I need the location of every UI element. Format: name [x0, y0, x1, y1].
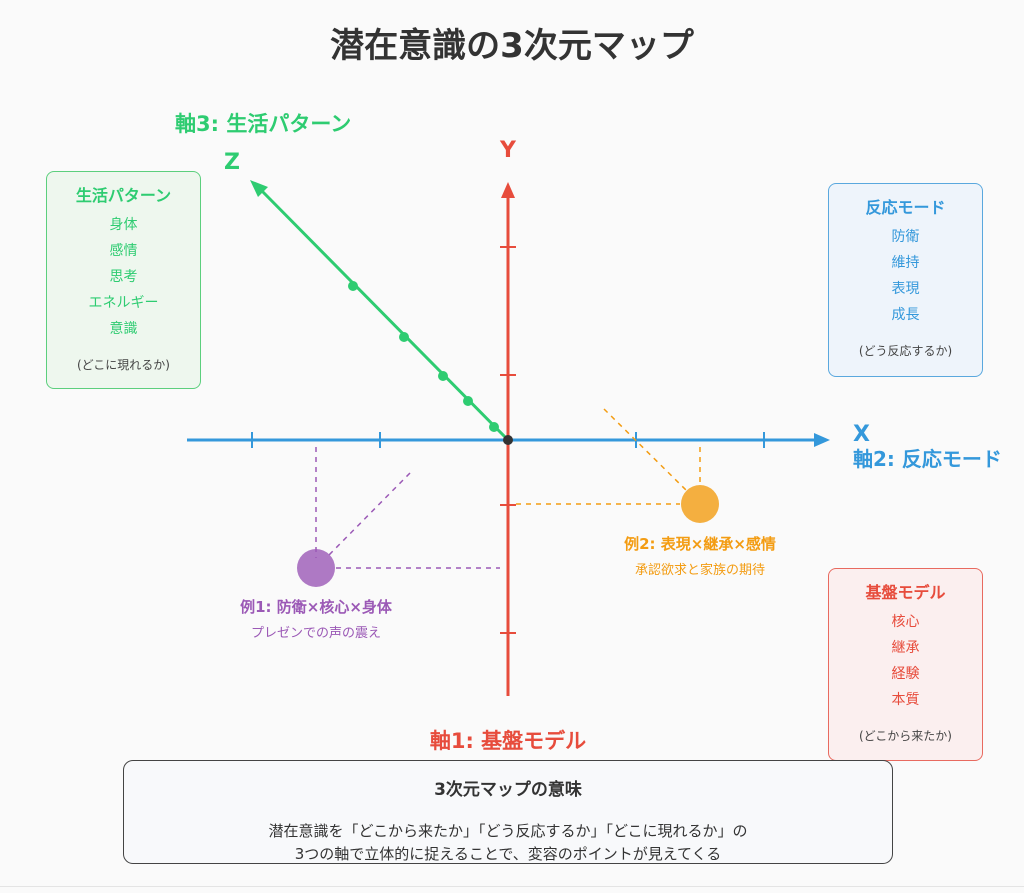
example-2-label: 例2: 表現×継承×感情	[624, 535, 776, 553]
base-model-item: 本質	[891, 692, 920, 708]
life-pattern-item: 意識	[109, 321, 138, 337]
base-model-item: 核心	[891, 614, 920, 630]
life-pattern-item: 思考	[109, 269, 138, 285]
y-axis: Y 軸1: 基盤モデル	[430, 138, 586, 753]
x-axis-letter: X	[853, 422, 870, 447]
example-2-sublabel: 承認欲求と家族の期待	[635, 562, 765, 578]
life-pattern-item: 身体	[109, 217, 138, 233]
z-axis-point	[399, 332, 409, 342]
y-axis-label: 軸1: 基盤モデル	[430, 729, 586, 753]
life-pattern-box: 生活パターン 身体 感情 思考 エネルギー 意識 (どこに現れるか)	[46, 171, 201, 389]
example-1-marker	[297, 549, 335, 587]
example-1-guide-diagonal	[327, 472, 411, 557]
reaction-mode-item: 維持	[891, 255, 920, 271]
page-title: 潜在意識の3次元マップ	[330, 26, 694, 66]
example-1-sublabel: プレゼンでの声の震え	[251, 626, 381, 641]
map-meaning-heading: 3次元マップの意味	[434, 780, 582, 800]
z-axis-point	[489, 422, 499, 432]
y-axis-arrowhead	[501, 182, 515, 198]
z-axis: Z 軸3: 生活パターン	[175, 112, 510, 442]
life-pattern-heading: 生活パターン	[75, 186, 172, 205]
map-meaning-line: 潜在意識を「どこから来たか」「どう反応するか」「どこに現れるか」の	[268, 822, 748, 840]
example-2-guide-diagonal	[603, 408, 689, 493]
z-axis-label: 軸3: 生活パターン	[175, 112, 351, 136]
reaction-mode-item: 表現	[891, 281, 920, 297]
reaction-mode-box: 反応モード 防衛 維持 表現 成長 (どう反応するか)	[828, 183, 983, 377]
base-model-heading: 基盤モデル	[865, 583, 946, 602]
example-2: 例2: 表現×継承×感情 承認欲求と家族の期待	[516, 408, 776, 578]
example-1-label: 例1: 防衛×核心×身体	[240, 598, 393, 616]
base-model-note: (どこから来たか)	[858, 729, 952, 743]
z-axis-letter: Z	[224, 150, 240, 175]
base-model-item: 継承	[891, 640, 920, 656]
base-model-box: 基盤モデル 核心 継承 経験 本質 (どこから来たか)	[828, 568, 983, 761]
map-meaning-box: 3次元マップの意味 潜在意識を「どこから来たか」「どう反応するか」「どこに現れる…	[123, 760, 893, 864]
x-axis-arrowhead	[814, 433, 830, 447]
example-1: 例1: 防衛×核心×身体 プレゼンでの声の震え	[240, 447, 500, 641]
z-axis-point	[463, 396, 473, 406]
life-pattern-note: (どこに現れるか)	[76, 358, 170, 372]
bottom-divider	[0, 886, 1024, 887]
z-axis-point	[438, 371, 448, 381]
reaction-mode-note: (どう反応するか)	[858, 344, 953, 358]
x-axis-label: 軸2: 反応モード	[853, 447, 1002, 471]
life-pattern-item: エネルギー	[88, 295, 159, 311]
origin-point	[503, 435, 513, 445]
z-axis-point	[348, 281, 358, 291]
reaction-mode-item: 防衛	[891, 229, 920, 245]
example-2-marker	[681, 485, 719, 523]
z-axis-arrowhead	[250, 180, 268, 197]
life-pattern-item: 感情	[109, 243, 138, 259]
x-axis: X 軸2: 反応モード	[187, 422, 1002, 471]
y-axis-letter: Y	[499, 138, 517, 163]
map-meaning-line: 3つの軸で立体的に捉えることで、変容のポイントが見えてくる	[294, 845, 722, 863]
base-model-item: 経験	[891, 666, 920, 682]
reaction-mode-item: 成長	[891, 307, 920, 323]
reaction-mode-heading: 反応モード	[865, 198, 946, 217]
